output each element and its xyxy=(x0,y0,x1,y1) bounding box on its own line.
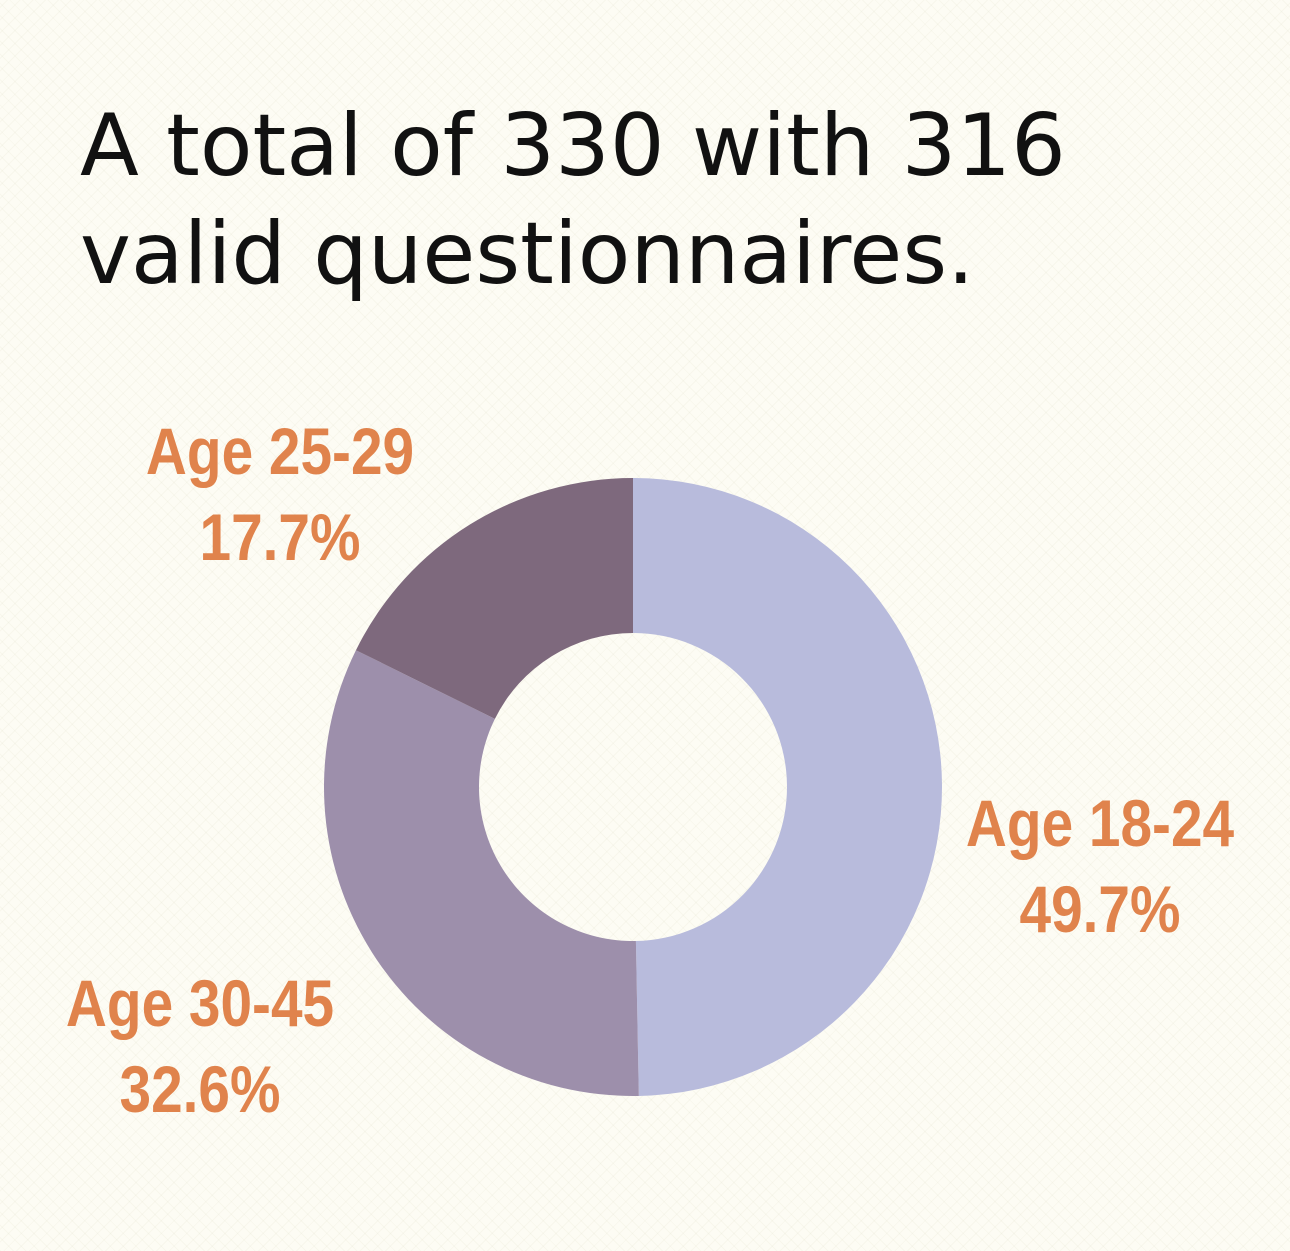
slice-label-name: Age 30-45 xyxy=(65,966,335,1040)
donut-slice-age-25-29 xyxy=(355,478,633,719)
slice-label-age-30-45: Age 30-45 32.6% xyxy=(54,960,346,1132)
slice-label-value: 49.7% xyxy=(1019,872,1181,946)
slice-label-age-25-29: Age 25-29 17.7% xyxy=(134,408,426,580)
donut-slice-age-18-24 xyxy=(633,478,942,1096)
slice-label-value: 32.6% xyxy=(119,1052,281,1126)
chart-title: A total of 330 with 316 valid questionna… xyxy=(80,92,1240,308)
slice-label-name: Age 25-29 xyxy=(145,414,415,488)
slice-label-name: Age 18-24 xyxy=(965,786,1235,860)
slice-label-value: 17.7% xyxy=(199,500,361,574)
slice-label-age-18-24: Age 18-24 49.7% xyxy=(954,780,1246,952)
chart-title-line-1: A total of 330 with 316 xyxy=(80,96,1066,196)
donut-slice-age-30-45 xyxy=(324,650,639,1096)
chart-title-line-2: valid questionnaires. xyxy=(80,204,975,304)
